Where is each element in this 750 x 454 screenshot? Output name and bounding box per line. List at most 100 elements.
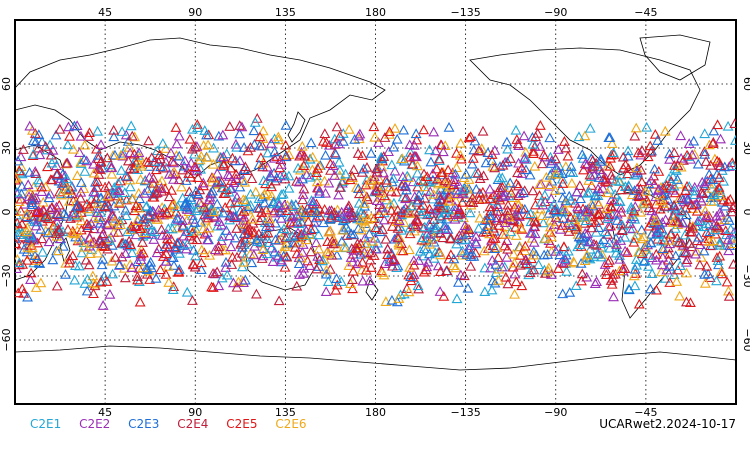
observation-marker	[450, 262, 462, 273]
observation-marker	[713, 157, 725, 167]
observation-marker	[536, 210, 548, 220]
observation-marker	[434, 266, 446, 276]
observation-marker	[326, 249, 338, 260]
observation-marker	[362, 194, 374, 204]
observation-marker	[166, 199, 178, 210]
observation-marker	[711, 220, 723, 231]
observation-marker	[16, 168, 28, 179]
observation-marker	[659, 125, 671, 136]
observation-marker	[217, 129, 229, 140]
observation-marker	[408, 150, 420, 161]
observation-marker	[492, 252, 504, 262]
observation-marker	[605, 152, 616, 163]
observation-marker	[664, 277, 676, 287]
observation-marker	[615, 235, 627, 245]
observation-marker	[398, 204, 410, 215]
observation-marker	[345, 252, 357, 262]
observation-marker	[513, 216, 525, 227]
observation-marker	[511, 178, 522, 189]
observation-marker	[640, 185, 652, 196]
observation-marker	[321, 137, 332, 147]
observation-marker	[180, 243, 192, 254]
observation-marker	[552, 144, 564, 154]
observation-marker	[109, 149, 121, 160]
observation-marker	[484, 193, 496, 204]
observation-marker	[122, 155, 134, 166]
observation-marker	[433, 155, 445, 166]
observation-marker	[588, 169, 600, 180]
observation-marker	[418, 199, 429, 210]
observation-marker	[400, 192, 412, 202]
observation-marker	[650, 254, 662, 265]
observation-marker	[43, 236, 55, 247]
observation-marker	[486, 254, 498, 265]
observation-marker	[245, 141, 256, 152]
observation-marker	[286, 230, 298, 241]
observation-marker	[703, 168, 715, 179]
observation-marker	[686, 199, 698, 210]
observation-marker	[699, 128, 711, 139]
observation-marker	[62, 139, 74, 150]
observation-marker	[191, 141, 203, 151]
observation-marker	[617, 219, 628, 230]
observation-marker	[36, 186, 48, 196]
observation-marker	[365, 147, 377, 158]
observation-marker	[304, 204, 316, 215]
observation-marker	[487, 275, 499, 286]
observation-marker	[486, 149, 498, 159]
observation-marker	[279, 261, 291, 272]
observation-marker	[237, 214, 249, 225]
observation-marker	[615, 184, 627, 195]
observation-marker	[684, 237, 695, 248]
observation-marker	[75, 130, 87, 141]
observation-marker	[375, 187, 387, 198]
observation-marker	[715, 266, 727, 276]
observation-marker	[73, 260, 85, 271]
observation-marker	[32, 253, 43, 264]
observation-marker	[21, 226, 33, 237]
observation-marker	[470, 231, 482, 241]
observation-marker	[120, 210, 132, 221]
observation-marker	[30, 168, 42, 178]
observation-marker	[34, 149, 46, 160]
observation-marker	[131, 215, 143, 225]
observation-marker	[246, 257, 258, 268]
observation-marker	[354, 204, 366, 215]
observation-marker	[724, 193, 736, 204]
observation-marker	[27, 231, 39, 242]
left-lat-label: −30	[0, 264, 13, 287]
observation-marker	[646, 268, 658, 278]
observation-marker	[36, 181, 48, 192]
observation-marker	[578, 164, 589, 175]
observation-marker	[440, 224, 451, 234]
observation-marker	[26, 194, 38, 205]
observation-marker	[594, 164, 606, 174]
observation-marker	[95, 276, 106, 287]
observation-marker	[69, 209, 81, 220]
observation-marker	[722, 195, 734, 206]
observation-marker	[15, 193, 27, 204]
observation-marker	[641, 194, 653, 205]
observation-marker	[27, 148, 39, 159]
observation-marker	[143, 135, 154, 146]
observation-marker	[713, 181, 725, 192]
observation-marker	[80, 254, 92, 265]
observation-marker	[584, 243, 596, 254]
observation-marker	[347, 274, 358, 284]
observation-marker	[459, 220, 471, 230]
observation-marker	[597, 174, 609, 184]
observation-marker	[227, 277, 239, 288]
observation-marker	[473, 194, 485, 204]
observation-marker	[707, 174, 719, 184]
observation-marker	[653, 183, 665, 194]
observation-marker	[730, 135, 736, 145]
observation-marker	[310, 237, 322, 248]
observation-marker	[622, 184, 634, 195]
observation-marker	[167, 174, 179, 184]
observation-marker	[115, 165, 127, 175]
observation-marker	[694, 192, 706, 203]
observation-marker	[327, 238, 339, 249]
observation-marker	[465, 131, 477, 142]
observation-marker	[536, 158, 548, 169]
